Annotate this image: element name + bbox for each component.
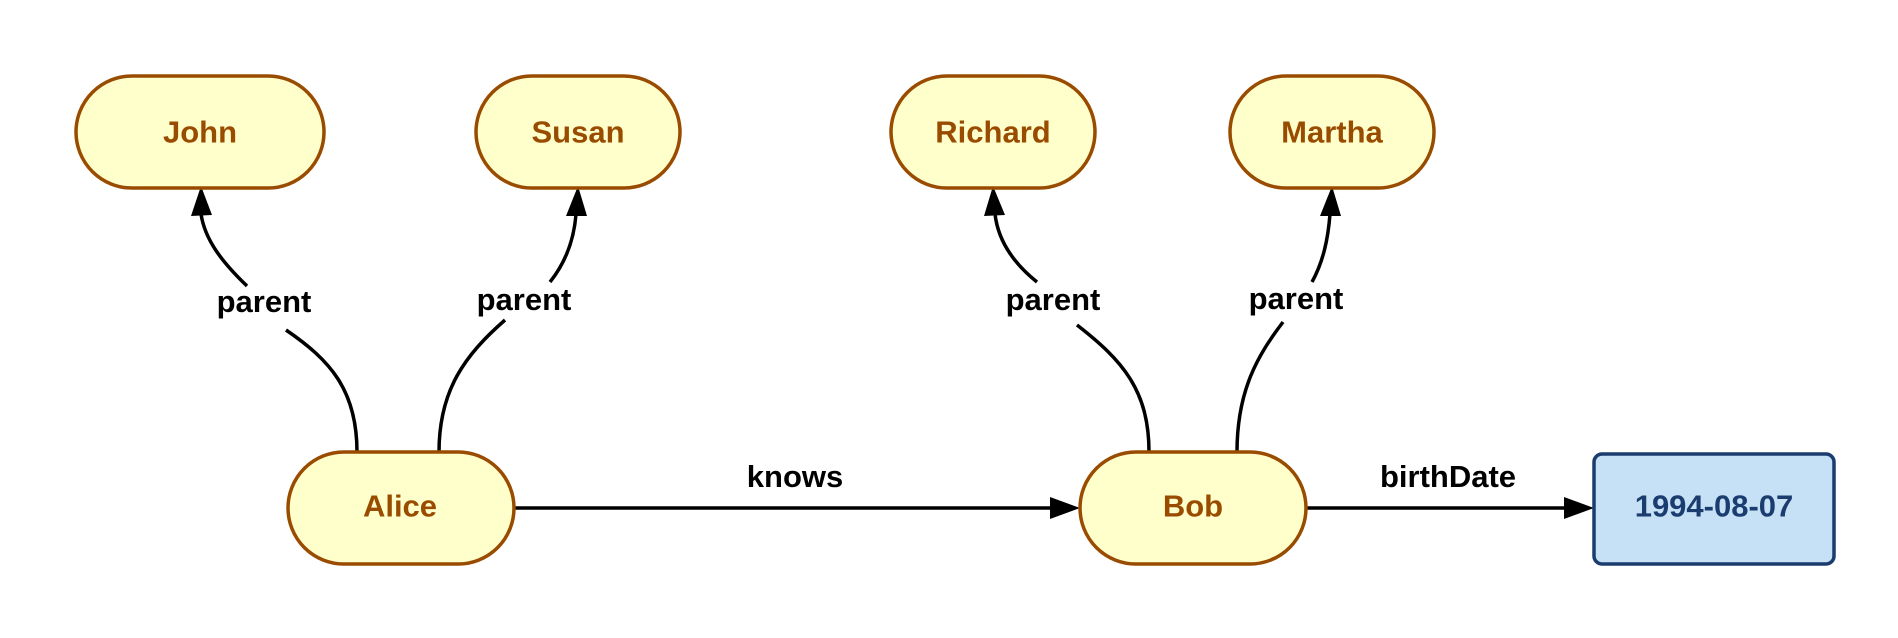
node-bob[interactable]: Bob <box>1078 450 1308 566</box>
edge-bob-birthdate-arrowhead <box>1564 497 1594 519</box>
node-susan-label: Susan <box>531 115 624 150</box>
edge-alice-bob-label: knows <box>747 459 843 494</box>
node-richard-label: Richard <box>935 115 1050 150</box>
edge-bob-richard-label: parent <box>1006 282 1101 317</box>
edges: parent parent parent parent knows <box>191 186 1594 519</box>
node-alice-label: Alice <box>363 489 437 524</box>
edge-alice-john-label: parent <box>217 284 312 319</box>
edge-alice-john-arrowhead <box>191 186 212 216</box>
nodes: John Susan Richard Martha Alice Bob 1994… <box>74 74 1836 566</box>
edge-alice-susan-line <box>437 213 578 453</box>
edge-bob-birthdate: birthDate <box>1306 459 1594 519</box>
node-birthdate-literal-shape <box>1592 452 1836 566</box>
node-bob-shape <box>1078 450 1308 566</box>
node-richard[interactable]: Richard <box>889 74 1097 190</box>
edge-alice-susan: parent <box>437 186 587 453</box>
node-susan[interactable]: Susan <box>474 74 682 190</box>
edge-alice-bob: knows <box>514 459 1080 519</box>
edge-bob-martha-line <box>1235 213 1332 453</box>
node-martha-label: Martha <box>1281 115 1383 150</box>
node-john-shape <box>74 74 326 190</box>
node-richard-shape <box>889 74 1097 190</box>
node-john-label: John <box>163 115 237 150</box>
node-john[interactable]: John <box>74 74 326 190</box>
edge-alice-bob-arrowhead <box>1050 497 1080 519</box>
edge-alice-john: parent <box>191 186 359 453</box>
edge-bob-martha-label: parent <box>1249 281 1344 316</box>
node-susan-shape <box>474 74 682 190</box>
node-birthdate-literal-label: 1994-08-07 <box>1635 489 1794 524</box>
edge-bob-richard-arrowhead <box>984 186 1005 216</box>
node-alice[interactable]: Alice <box>286 450 516 566</box>
node-bob-label: Bob <box>1163 489 1223 524</box>
edge-alice-john-line <box>199 213 359 453</box>
edge-bob-martha-arrowhead <box>1320 186 1341 216</box>
node-martha-shape <box>1228 74 1436 190</box>
node-martha[interactable]: Martha <box>1228 74 1436 190</box>
edge-bob-richard-line <box>993 213 1151 453</box>
edge-alice-susan-label: parent <box>477 282 572 317</box>
edge-alice-susan-arrowhead <box>566 186 587 216</box>
node-alice-shape <box>286 450 516 566</box>
edge-bob-birthdate-label: birthDate <box>1380 459 1516 494</box>
node-birthdate-literal[interactable]: 1994-08-07 <box>1592 452 1836 566</box>
edge-bob-richard: parent <box>984 186 1151 453</box>
edge-bob-martha: parent <box>1235 186 1344 453</box>
